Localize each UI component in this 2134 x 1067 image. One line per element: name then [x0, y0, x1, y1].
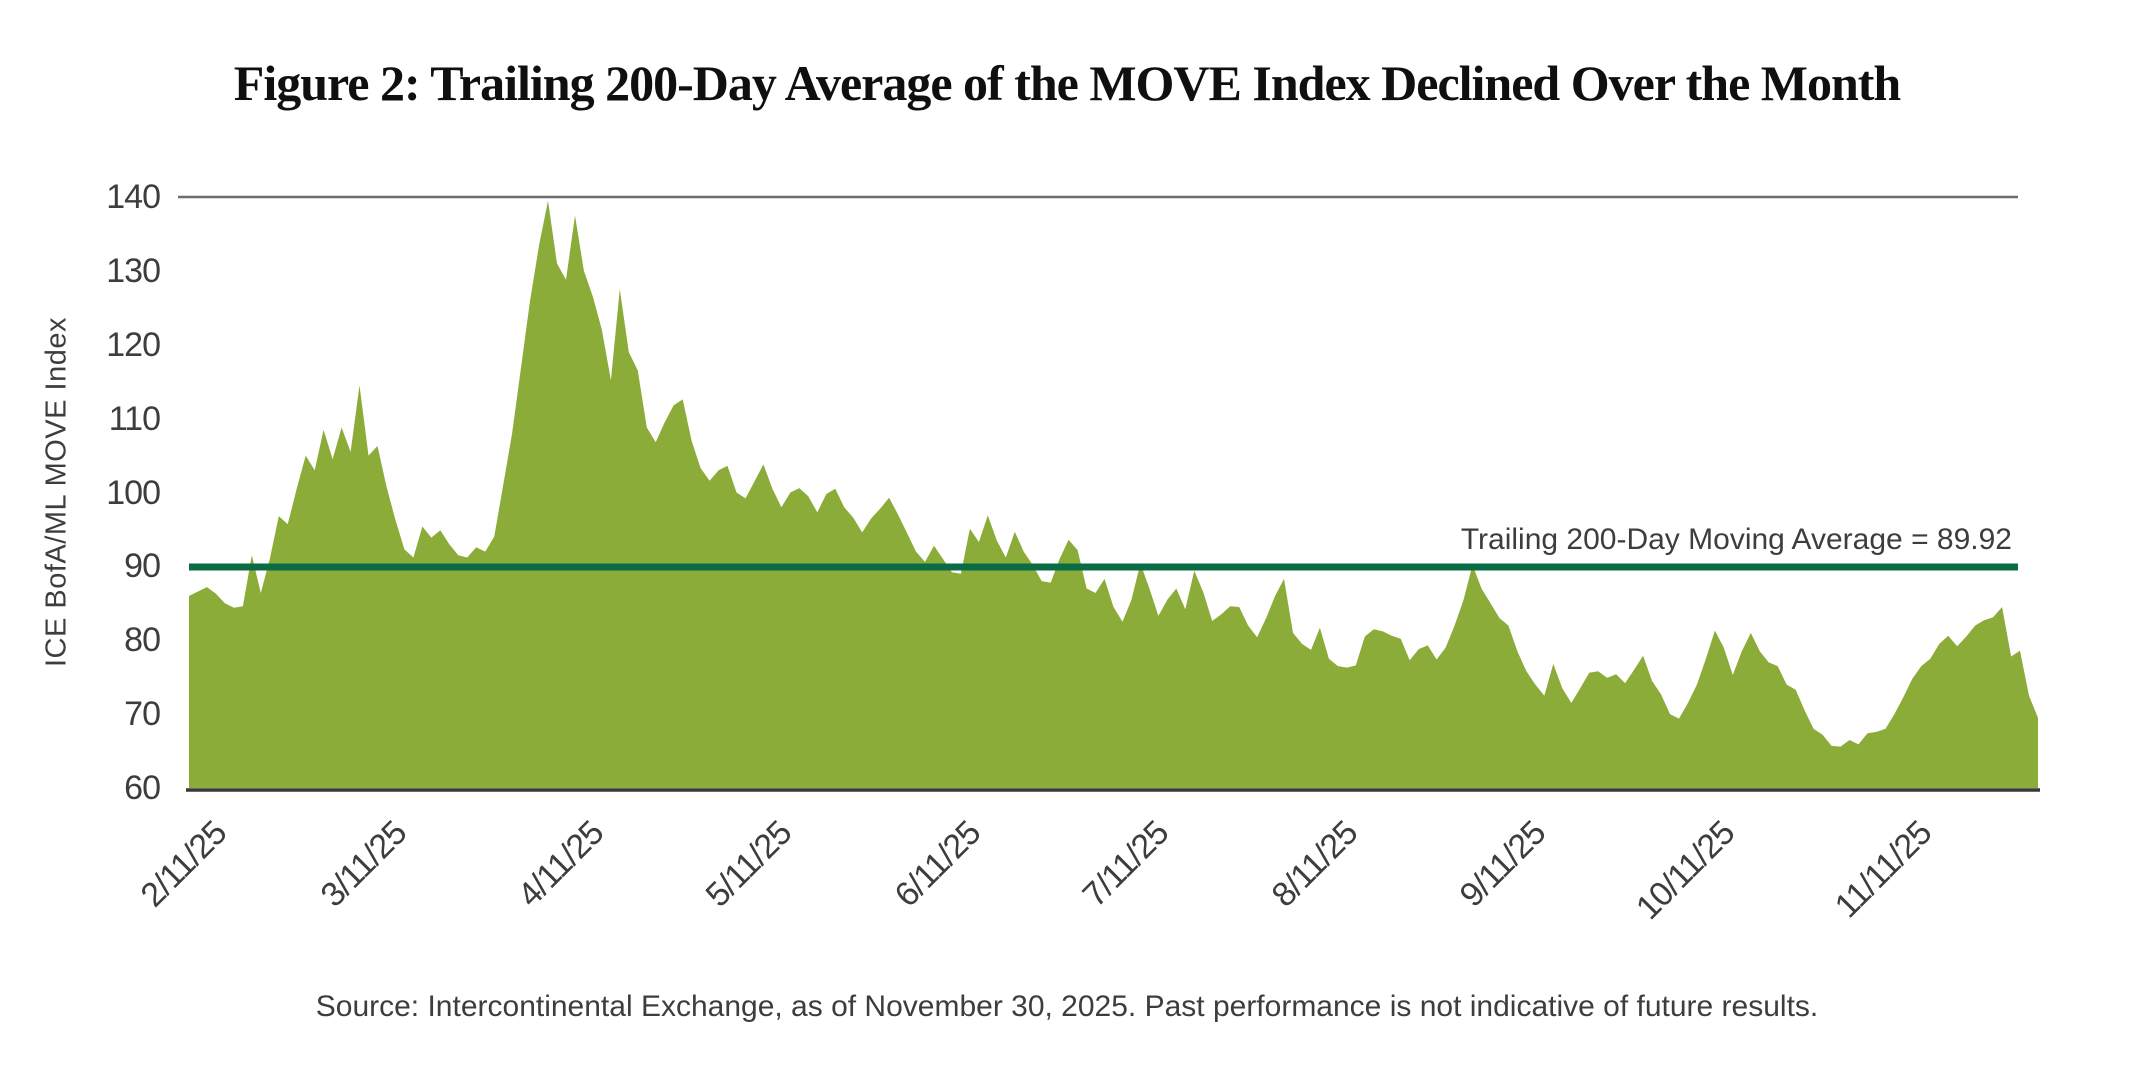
y-tick-label: 70	[124, 695, 161, 734]
y-tick-label: 100	[106, 473, 161, 512]
y-tick-label: 110	[108, 399, 161, 438]
y-tick-label: 90	[124, 547, 161, 586]
y-tick-label: 60	[124, 769, 161, 807]
moving-average-annotation: Trailing 200-Day Moving Average = 89.92	[1460, 523, 2012, 556]
y-tick-label: 140	[106, 178, 161, 216]
source-note: Source: Intercontinental Exchange, as of…	[315, 990, 1819, 1023]
y-tick-label: 80	[124, 621, 161, 660]
figure-title: Figure 2: Trailing 200-Day Average of th…	[233, 55, 1901, 111]
y-tick-label: 120	[106, 325, 161, 364]
y-tick-label: 130	[106, 251, 161, 290]
move-index-area	[189, 200, 2038, 788]
